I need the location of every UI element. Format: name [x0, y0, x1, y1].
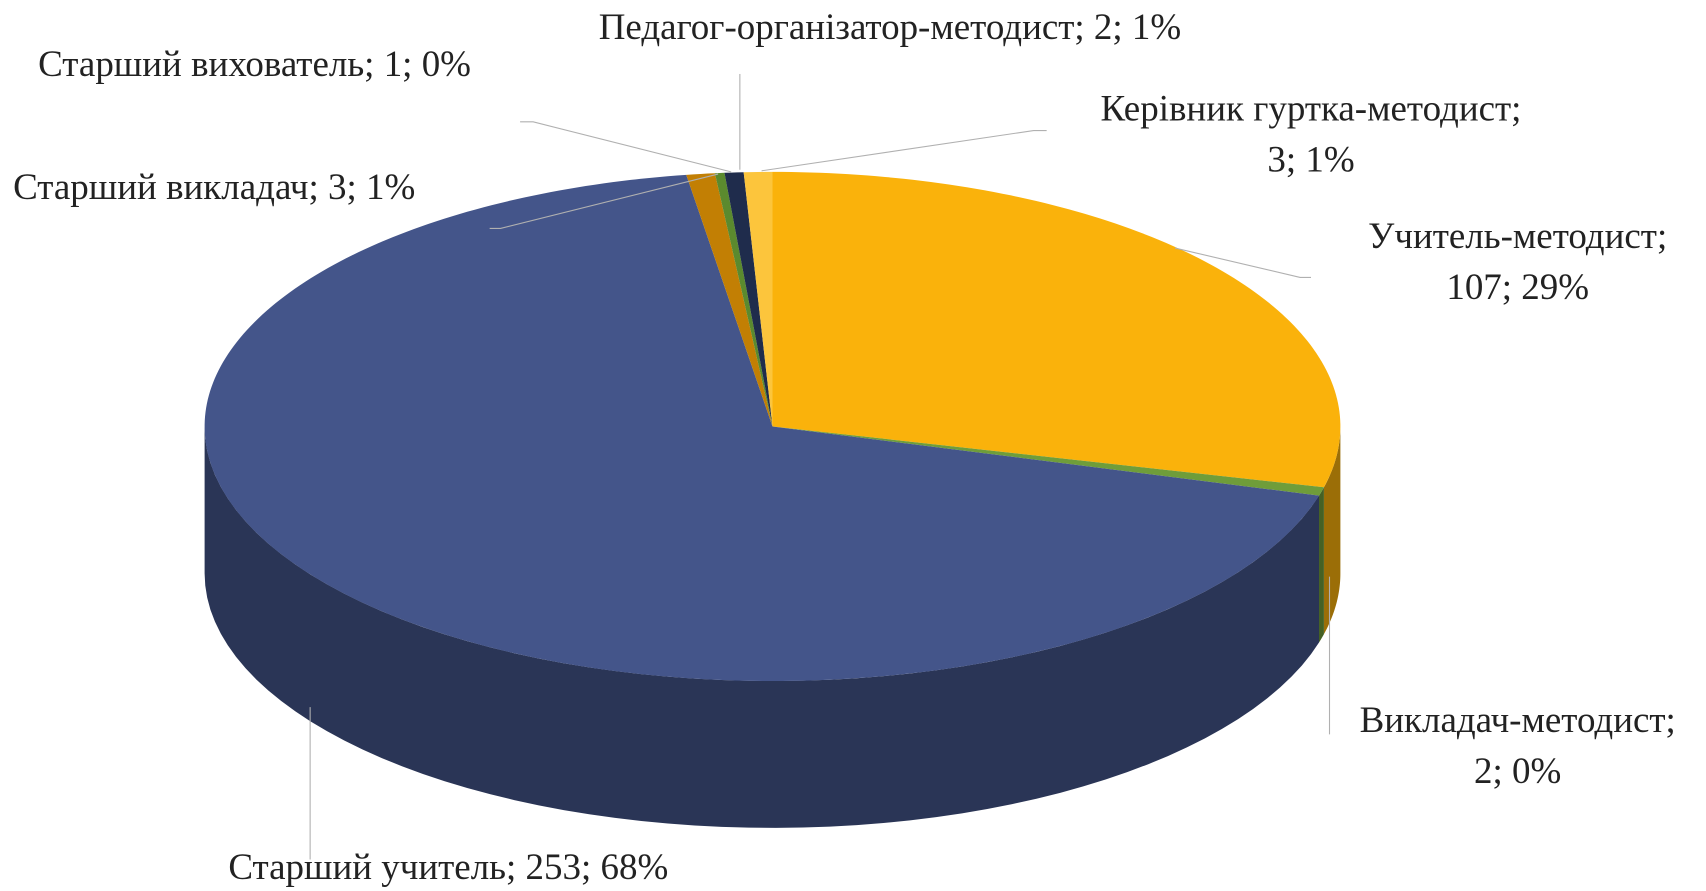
slice: [204, 174, 1320, 682]
pie: [204, 171, 1341, 828]
leader-line: [1174, 247, 1312, 278]
slice-side: [1319, 487, 1324, 643]
data-label: Старший вихователь; 1; 0%: [38, 43, 471, 84]
leader-line: [489, 173, 719, 230]
slice: [714, 172, 773, 427]
data-label: Викладач-методист;: [1360, 699, 1676, 740]
leader-line: [520, 121, 732, 173]
slice: [686, 173, 773, 427]
slice: [772, 426, 1324, 496]
slice-side: [1323, 426, 1341, 635]
slice: [772, 171, 1341, 488]
slice-side: [204, 426, 1320, 828]
data-label: Старший викладач; 3; 1%: [13, 166, 415, 207]
slice: [743, 171, 773, 427]
slice: [724, 172, 773, 427]
data-label: 107; 29%: [1446, 266, 1589, 307]
leader-lines: [309, 73, 1331, 860]
data-label: Педагог-організатор-методист; 2; 1%: [599, 6, 1181, 47]
data-label: 3; 1%: [1267, 139, 1354, 180]
data-label: 2; 0%: [1474, 750, 1561, 791]
data-label: Керівник гуртка-методист;: [1101, 88, 1522, 129]
leader-line: [761, 130, 1047, 172]
data-label: Учитель-методист;: [1368, 215, 1667, 256]
data-label: Старший учитель; 253; 68%: [228, 846, 668, 887]
